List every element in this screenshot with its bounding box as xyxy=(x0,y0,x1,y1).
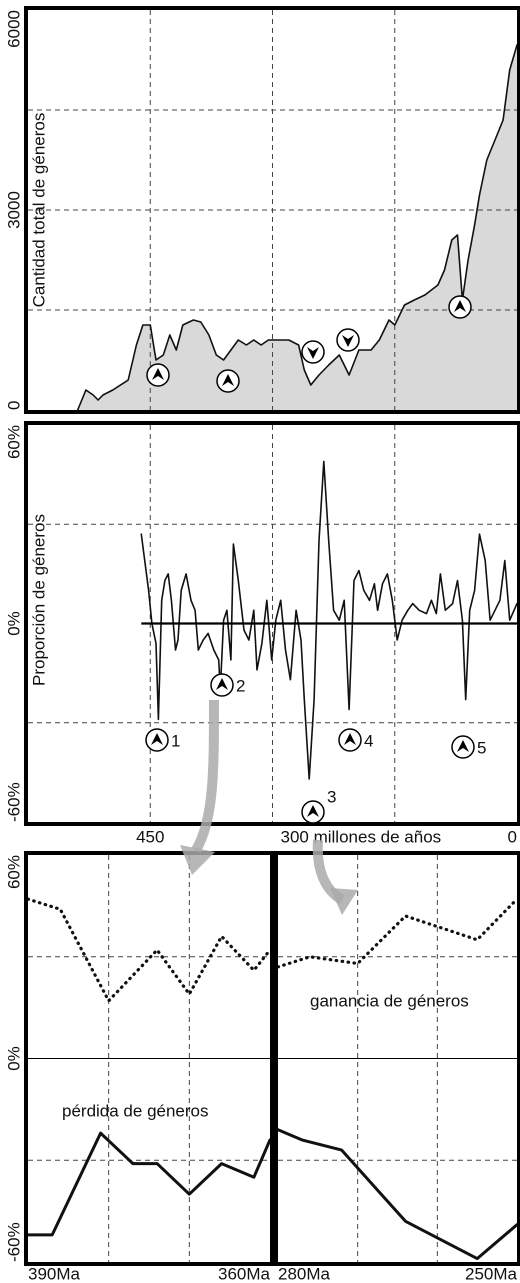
panel-border xyxy=(24,6,520,414)
y-tick-label: -60% xyxy=(4,782,23,822)
y-tick-label: 60% xyxy=(4,855,23,889)
y-tick-label: 0 xyxy=(4,401,23,410)
marker-label: 1 xyxy=(171,731,180,750)
marker-arrow xyxy=(454,300,466,312)
pointer-arrowhead xyxy=(330,888,358,915)
x-tick-label: 450 xyxy=(136,827,164,846)
marker-arrow xyxy=(222,374,234,386)
marker-label: 3 xyxy=(327,787,336,806)
dotted-line xyxy=(26,897,272,1003)
x-tick-label: 280Ma xyxy=(278,1264,331,1283)
marker-arrow xyxy=(152,368,164,380)
pointer-arrow xyxy=(191,699,219,853)
y-axis-label: Proporción de géneros xyxy=(29,514,48,686)
x-tick-label: 390Ma xyxy=(28,1264,81,1283)
marker-arrow xyxy=(216,678,228,690)
data-line xyxy=(140,460,518,780)
arrow-marker xyxy=(301,340,325,364)
marker-arrow xyxy=(457,740,469,752)
arrow-marker xyxy=(301,800,325,824)
annotation: ganancia de géneros xyxy=(310,991,469,1010)
panel-border xyxy=(24,421,520,826)
marker-label: 4 xyxy=(364,731,373,750)
marker-label: 5 xyxy=(477,738,486,757)
arrow-marker xyxy=(146,363,170,387)
arrow-marker xyxy=(145,728,169,752)
x-tick-label: 360Ma xyxy=(218,1264,271,1283)
y-tick-label: 0% xyxy=(4,1046,23,1071)
y-tick-label: 6000 xyxy=(4,10,23,48)
arrow-marker xyxy=(210,673,234,697)
panel-border xyxy=(24,851,274,1266)
data-line xyxy=(26,1131,272,1237)
panel-border xyxy=(274,851,520,1266)
pointer-arrowhead xyxy=(180,845,215,875)
data-line xyxy=(76,44,518,411)
arrow-marker xyxy=(336,328,360,352)
y-tick-label: 3000 xyxy=(4,191,23,229)
area-fill xyxy=(77,45,517,410)
marker-arrow xyxy=(307,347,319,359)
dotted-line xyxy=(276,897,519,969)
marker-arrow xyxy=(342,335,354,347)
arrow-marker xyxy=(338,728,362,752)
x-tick-label: 250Ma xyxy=(465,1264,518,1283)
y-tick-label: 60% xyxy=(4,425,23,459)
annotation: pérdida de géneros xyxy=(62,1101,209,1120)
marker-arrow xyxy=(151,733,163,745)
y-axis-label: Cantidad total de géneros xyxy=(29,113,48,308)
arrow-marker xyxy=(451,735,475,759)
marker-arrow xyxy=(307,805,319,817)
arrow-marker xyxy=(448,295,472,319)
y-tick-label: -60% xyxy=(4,1222,23,1262)
marker-label: 2 xyxy=(236,676,245,695)
y-tick-label: 0% xyxy=(4,611,23,636)
x-tick-label: 300 millones de años xyxy=(281,827,442,846)
x-tick-label: 0 xyxy=(508,827,517,846)
arrow-marker xyxy=(216,369,240,393)
marker-arrow xyxy=(344,733,356,745)
data-line xyxy=(276,1128,519,1261)
